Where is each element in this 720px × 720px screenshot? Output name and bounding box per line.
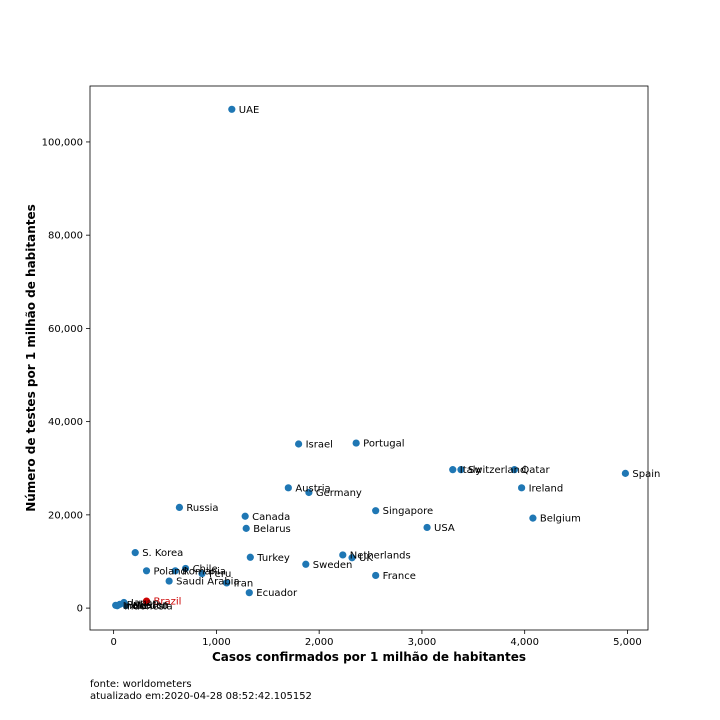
point-label: Chile	[193, 564, 218, 575]
point-label: Brazil	[154, 597, 182, 608]
data-point	[295, 440, 303, 448]
point-label: Switzerland	[468, 465, 526, 476]
data-point	[284, 484, 292, 492]
y-tick-label: 20,000	[48, 510, 83, 521]
point-label: Israel	[306, 440, 333, 451]
x-tick-label: 3,000	[408, 637, 437, 648]
point-label: USA	[434, 523, 455, 534]
y-axis-title: Número de testes por 1 milhão de habitan…	[24, 204, 38, 512]
point-label: Spain	[632, 469, 660, 480]
y-tick-label: 60,000	[48, 324, 83, 335]
y-tick-label: 0	[77, 604, 83, 615]
data-point	[131, 549, 139, 557]
point-label: Indonesia	[124, 601, 172, 612]
source-note: fonte: worldometers	[90, 679, 192, 690]
data-point	[423, 523, 431, 532]
point-label: Romania	[182, 566, 226, 577]
point-label: Belarus	[253, 524, 291, 535]
point-label: India	[123, 601, 148, 612]
data-point	[165, 577, 173, 585]
data-point	[242, 524, 250, 532]
point-label: Iran	[234, 578, 254, 589]
x-tick-label: 1,000	[202, 637, 231, 648]
data-point	[529, 514, 537, 522]
point-label: Austria	[295, 483, 330, 494]
y-tick-label: 100,000	[42, 137, 83, 148]
point-label: Italy	[460, 465, 482, 476]
data-point	[122, 601, 130, 609]
data-point	[339, 551, 347, 559]
data-point	[246, 553, 254, 561]
data-point	[372, 571, 380, 580]
data-point	[621, 469, 629, 477]
data-point	[142, 597, 151, 605]
point-label: UAE	[239, 105, 259, 116]
point-label: Belgium	[540, 514, 581, 525]
data-point	[241, 512, 249, 520]
point-label: Germany	[316, 488, 362, 499]
plot-area-frame	[89, 85, 649, 631]
data-point	[510, 466, 519, 474]
x-tick-label: 4,000	[510, 637, 539, 648]
footer: fonte: worldometers atualizado em:2020-0…	[90, 679, 312, 703]
data-point	[228, 105, 236, 113]
point-label: Ecuador	[256, 588, 298, 599]
point-label: Turkey	[256, 553, 290, 564]
data-point	[113, 602, 121, 610]
point-label: Singapore	[383, 506, 433, 517]
data-point	[372, 507, 380, 515]
data-point	[457, 466, 465, 474]
data-point	[352, 439, 360, 447]
point-label: Russia	[186, 503, 218, 514]
data-point	[171, 567, 179, 575]
data-point	[305, 488, 313, 497]
data-point	[449, 466, 457, 474]
data-point	[245, 589, 253, 597]
point-label: Poland	[154, 566, 187, 577]
point-label: Saudi Arabia	[176, 577, 239, 588]
point-label: Japan	[130, 598, 159, 609]
point-label: Portugal	[363, 439, 404, 450]
updated-timestamp: atualizado em:2020-04-28 08:52:42.105152	[90, 691, 312, 702]
point-label: S. Korea	[142, 548, 183, 559]
point-label: UK	[359, 553, 373, 564]
data-point	[518, 484, 526, 492]
data-point	[198, 569, 206, 578]
data-point	[181, 564, 190, 573]
x-tick-label: 0	[110, 637, 116, 648]
data-point	[223, 579, 231, 587]
x-axis-title: Casos confirmados por 1 milhão de habita…	[212, 650, 526, 664]
point-label: Netherlands	[350, 550, 411, 561]
point-label: Mexico	[133, 601, 168, 612]
point-label: Sweden	[313, 560, 353, 571]
point-label: Peru	[209, 569, 231, 580]
data-point	[302, 560, 310, 568]
point-label: Pakistan	[127, 600, 169, 611]
point-label: Ireland	[529, 483, 564, 494]
point-label: France	[383, 571, 416, 582]
x-tick-label: 5,000	[613, 637, 642, 648]
y-tick-label: 40,000	[48, 417, 83, 428]
data-point	[142, 567, 151, 575]
data-point	[175, 503, 184, 512]
y-tick-label: 80,000	[48, 231, 83, 242]
point-label: Canada	[252, 512, 290, 523]
data-point	[348, 554, 356, 562]
x-tick-label: 2,000	[305, 637, 334, 648]
point-label: Qatar	[521, 465, 550, 476]
